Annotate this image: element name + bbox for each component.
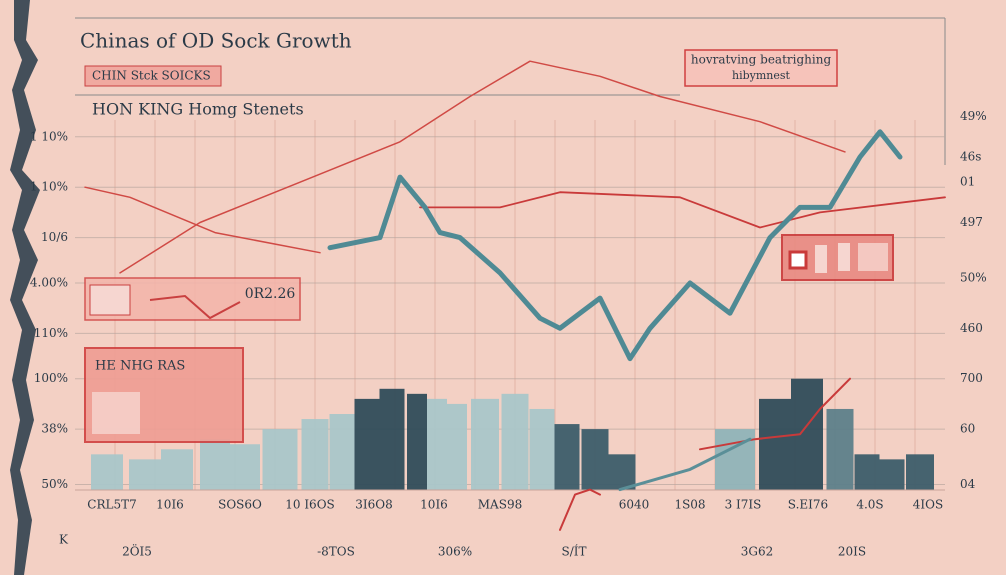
- icon: [788, 250, 808, 270]
- y-tick-label: 4.00%: [30, 275, 68, 289]
- x-tick-label: 3 I7IS: [725, 498, 762, 512]
- bar: [529, 408, 555, 490]
- bar: [471, 398, 499, 490]
- y2-tick-label: 460: [960, 321, 983, 335]
- bar: [262, 429, 298, 490]
- bar: [200, 439, 230, 490]
- x-tick-label-row2: 3G62: [741, 545, 774, 559]
- y-tick-label: 38%: [41, 422, 68, 436]
- x-tick-label: SOS6O: [218, 498, 262, 512]
- y-tick-label: 50%: [41, 477, 68, 491]
- line-series: [618, 437, 752, 492]
- x-tick-label-row2: -8TOS: [317, 545, 355, 559]
- bar: [759, 398, 791, 490]
- y2-tick-label: 60: [960, 422, 975, 436]
- plot: 1 10% 1 10% 10/6 4.00% 110% 100% 38% 50% K 49% 46s…: [30, 60, 987, 559]
- bar: [906, 454, 934, 490]
- line-series: [84, 186, 321, 254]
- icon: [92, 392, 140, 434]
- icon: [858, 243, 888, 271]
- x-tick-label: 6040: [619, 498, 650, 512]
- line-series: [119, 60, 846, 274]
- bar: [554, 424, 580, 490]
- icon: [815, 245, 827, 273]
- x-tick-label: 4IOS: [913, 498, 943, 512]
- bar: [379, 388, 405, 490]
- annotation-text: hibymnest: [732, 69, 791, 82]
- y2-tick-label: 46s: [960, 149, 981, 163]
- x-tick-label: MAS98: [478, 498, 522, 512]
- annotation-text: hovratving beatrighing: [691, 53, 832, 67]
- y-tick-label: 10/6: [41, 230, 68, 244]
- annotation-box: [684, 49, 838, 87]
- line-series: [419, 191, 946, 229]
- bar: [581, 429, 609, 490]
- bar: [329, 414, 355, 490]
- line-series: [699, 377, 851, 451]
- x-tick-label: 3I6O8: [355, 498, 392, 512]
- y-tick-label: K: [59, 533, 69, 547]
- chart-title: Chinas of OD Sock Growth: [80, 29, 352, 53]
- bar: [447, 403, 467, 490]
- label-box: [84, 65, 222, 87]
- bar: [501, 393, 529, 490]
- bar: [301, 419, 329, 490]
- y2-tick-label: 49%: [960, 109, 987, 123]
- bar: [91, 454, 123, 490]
- x-tick-label: 10I6: [420, 498, 448, 512]
- subtitle: HON KING Homg Stenets: [92, 100, 304, 119]
- bar: [879, 459, 905, 490]
- annotation-text: HE NHG RAS: [95, 359, 185, 374]
- y-tick-label: 100%: [34, 371, 68, 385]
- y-tick-label: 1 10%: [30, 180, 68, 194]
- y-tick-label: 1 10%: [30, 129, 68, 143]
- decor-strip: [10, 0, 40, 575]
- y2-tick-label: 700: [960, 371, 983, 385]
- icon: [89, 284, 131, 316]
- annotation-text: 0R2.26: [245, 286, 296, 302]
- icon: [838, 243, 850, 271]
- line-series: [559, 488, 601, 531]
- y-tick-label: 110%: [34, 326, 68, 340]
- y2-tick-label: 04: [960, 477, 976, 491]
- x-tick-label-row2: 306%: [438, 545, 472, 559]
- y2-tick-label: 50%: [960, 270, 987, 284]
- x-tick-label: 1S08: [674, 498, 705, 512]
- mini-line: [149, 294, 241, 320]
- bar: [407, 393, 427, 490]
- x-tick-label: 10I6: [156, 498, 184, 512]
- label-text: CHIN Stck SOICKS: [92, 69, 211, 83]
- line-series: [327, 129, 903, 362]
- bar: [161, 449, 193, 490]
- x-tick-label: CRL5T7: [87, 498, 136, 512]
- bar: [354, 398, 380, 490]
- bar: [129, 459, 161, 490]
- x-tick-label-row2: S/ÍT: [561, 544, 586, 559]
- bar: [608, 454, 636, 490]
- x-tick-label: S.EI76: [788, 498, 828, 512]
- bar: [854, 454, 880, 490]
- x-tick-label-row2: 20IS: [838, 545, 866, 559]
- y2-tick-label: 01: [960, 175, 975, 189]
- bar: [427, 398, 447, 490]
- x-tick-label: 4.0S: [856, 498, 883, 512]
- x-tick-label: 10 I6OS: [285, 498, 335, 512]
- y2-tick-label: 497: [960, 215, 983, 229]
- bar: [230, 444, 260, 490]
- x-tick-label-row2: 2ÖI5: [122, 543, 152, 559]
- bar: [826, 408, 854, 490]
